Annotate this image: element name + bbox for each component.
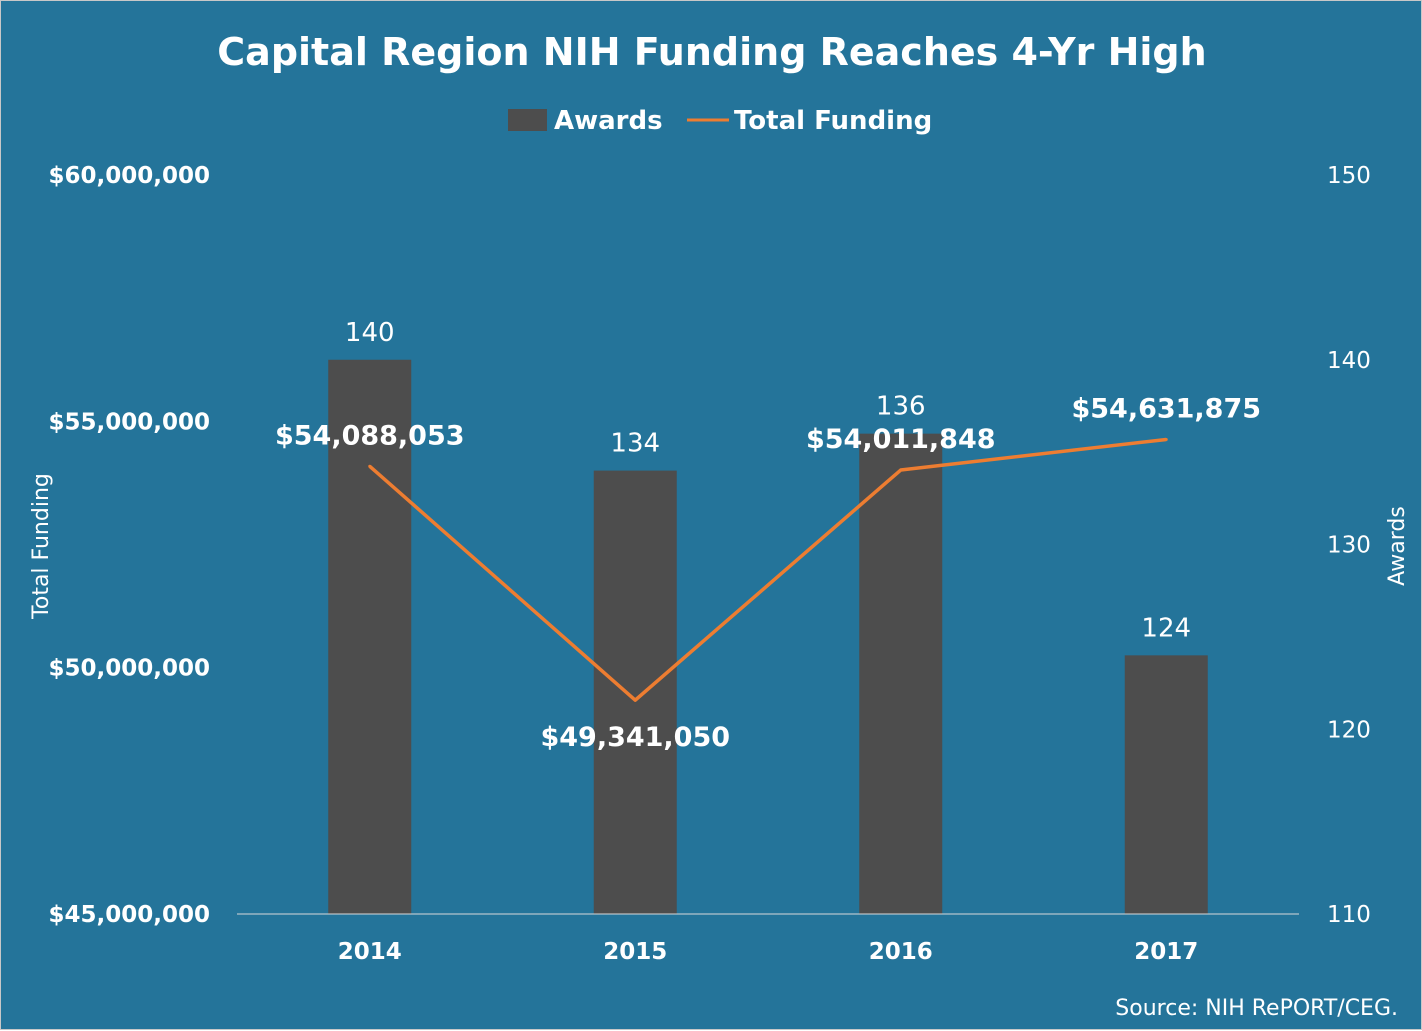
bar-label-awards-2017: 124 <box>1141 613 1191 643</box>
x-tick-label: 2014 <box>338 939 402 965</box>
line-label-total-funding-2017: $54,631,875 <box>1071 393 1261 424</box>
line-label-total-funding-2014: $54,088,053 <box>275 420 465 451</box>
bar-label-awards-2014: 140 <box>345 318 395 348</box>
left-tick-label: $60,000,000 <box>48 163 210 189</box>
bar-awards-2016 <box>859 433 943 914</box>
right-tick-label: 120 <box>1327 717 1371 743</box>
line-label-total-funding-2016: $54,011,848 <box>806 424 996 455</box>
bar-data-labels: 140 134 136 124 <box>345 318 1191 644</box>
bar-awards-2015 <box>593 470 677 914</box>
right-tick-label: 140 <box>1327 348 1371 374</box>
bar-series-awards <box>328 359 1208 914</box>
left-axis-title: Total Funding <box>29 473 54 620</box>
bar-label-awards-2016: 136 <box>876 392 926 422</box>
legend-swatch-awards <box>508 109 547 131</box>
left-tick-label: $55,000,000 <box>48 409 210 435</box>
line-data-labels: $54,088,053 $49,341,050 $54,011,848 $54,631… <box>275 393 1261 753</box>
right-tick-label: 150 <box>1327 163 1371 189</box>
left-axis: $45,000,000 $50,000,000 $55,000,000 $60,000… <box>48 163 210 928</box>
bar-awards-2017 <box>1124 655 1208 914</box>
chart-title: Capital Region NIH Funding Reaches 4-Yr … <box>217 30 1206 74</box>
right-tick-label: 110 <box>1327 902 1371 928</box>
left-tick-label: $45,000,000 <box>48 902 210 928</box>
line-point-total-funding-2016 <box>899 468 903 472</box>
line-point-total-funding-2017 <box>1164 437 1168 441</box>
x-tick-label: 2015 <box>603 939 667 965</box>
legend-label-awards: Awards <box>554 106 663 136</box>
line-total-funding <box>368 437 1167 702</box>
line-label-total-funding-2015: $49,341,050 <box>540 722 730 753</box>
right-axis: 110 120 130 140 150 <box>1327 163 1371 928</box>
line-point-total-funding-2014 <box>368 464 372 468</box>
line-point-total-funding-2015 <box>633 698 637 702</box>
legend-label-total-funding: Total Funding <box>734 106 932 136</box>
x-tick-label: 2017 <box>1134 939 1198 965</box>
x-tick-label: 2016 <box>869 939 933 965</box>
right-tick-label: 130 <box>1327 533 1371 559</box>
right-axis-title: Awards <box>1385 506 1410 586</box>
left-tick-label: $50,000,000 <box>48 656 210 682</box>
bar-awards-2014 <box>328 359 412 914</box>
line-series-total-funding <box>368 437 1168 702</box>
source-note: Source: NIH RePORT/CEG. <box>1115 996 1398 1021</box>
legend: Awards Total Funding <box>508 106 932 136</box>
bar-label-awards-2015: 134 <box>610 429 660 459</box>
x-axis: 2014 2015 2016 2017 <box>338 939 1199 965</box>
